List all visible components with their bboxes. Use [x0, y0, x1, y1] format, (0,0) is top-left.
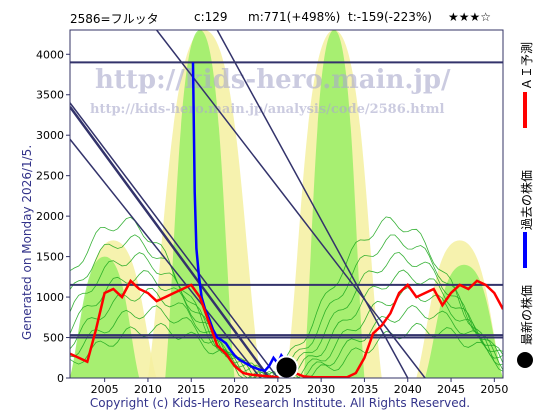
y-tick-label-1: 500 — [43, 332, 64, 345]
x-tick-label-9: 2050 — [480, 383, 508, 396]
mean-price: m:771(+498%) — [248, 10, 341, 24]
x-tick-label-5: 2030 — [307, 383, 335, 396]
legend-ai-label: ＡＩ予測 — [520, 41, 534, 90]
legend-latest-label: 最新の株価 — [520, 284, 534, 345]
x-tick-label-4: 2025 — [264, 383, 292, 396]
y-tick-label-2: 1000 — [36, 291, 64, 304]
legend-latest-swatch — [517, 352, 533, 368]
y-tick-label-8: 4000 — [36, 48, 64, 61]
y-tick-label-4: 2000 — [36, 210, 64, 223]
x-tick-label-7: 2040 — [394, 383, 422, 396]
x-tick-label-2: 2015 — [177, 383, 205, 396]
y-tick-label-6: 3000 — [36, 129, 64, 142]
past-price-series — [191, 62, 288, 373]
stock-code-name: 2586=フルッタ — [70, 12, 159, 26]
y-tick-label-5: 2500 — [36, 170, 64, 183]
trend-line-3 — [156, 30, 426, 378]
target-price: t:-159(-223%) — [348, 10, 432, 24]
x-tick-label-0: 2005 — [91, 383, 119, 396]
x-tick-label-8: 2045 — [437, 383, 465, 396]
x-tick-label-6: 2035 — [350, 383, 378, 396]
plot-frame — [69, 29, 504, 379]
trend-line-0 — [70, 102, 279, 378]
x-tick-label-3: 2020 — [221, 383, 249, 396]
watermark-url-sub: http://kids-hero.main.jp/analysis/code/2… — [90, 102, 445, 117]
watermark-url-main: http://kids-hero.main.jp/ — [95, 65, 451, 95]
trend-line-1 — [70, 106, 271, 378]
copyright: Copyright (c) Kids-Hero Research Institu… — [89, 396, 471, 410]
background-band-7 — [425, 264, 503, 378]
generated-date: Generated on Monday 2026/1/5. — [20, 144, 34, 340]
envelope-line-3 — [70, 269, 503, 378]
y-tick-label-7: 3500 — [36, 89, 64, 102]
latest-price-marker — [274, 355, 299, 378]
envelope-line-4 — [70, 251, 503, 378]
trend-line-4 — [216, 30, 409, 378]
rating-stars: ★★★☆ — [448, 10, 492, 24]
y-tick-label-3: 1500 — [36, 251, 64, 264]
legend-past-label: 過去の株価 — [520, 169, 534, 230]
background-band-6 — [303, 30, 365, 378]
current-price: c:129 — [194, 10, 228, 24]
background-band-4 — [70, 256, 140, 378]
trend-line-2 — [70, 138, 262, 378]
x-tick-label-1: 2010 — [134, 383, 162, 396]
y-tick-label-0: 0 — [57, 372, 64, 385]
